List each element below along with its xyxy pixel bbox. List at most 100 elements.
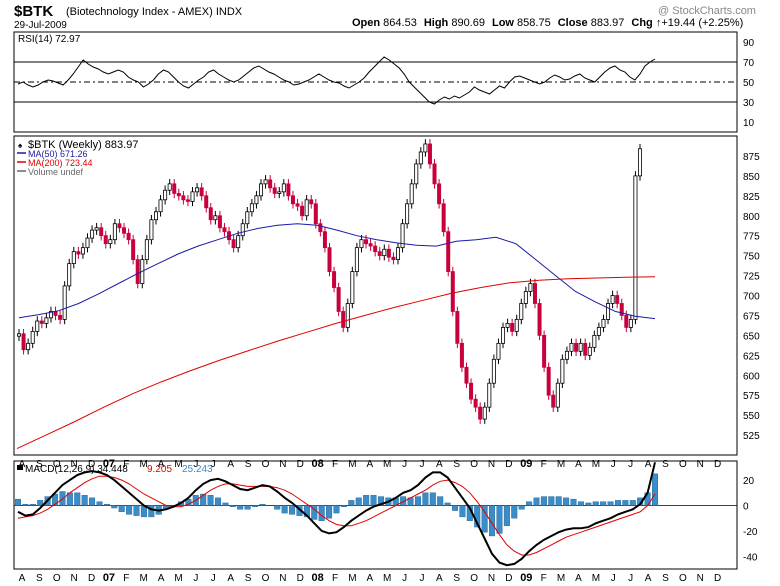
price-candle-down xyxy=(478,406,483,420)
price-candle-down xyxy=(272,187,277,194)
price-candle-down xyxy=(99,227,104,237)
x-tick-label-price: F xyxy=(332,459,338,470)
macd-histogram-bar xyxy=(585,502,592,506)
price-candle-down xyxy=(332,271,337,288)
x-tick-label-macd: M xyxy=(557,573,565,584)
rsi-tick-label: 90 xyxy=(743,38,755,49)
quote-value: 858.75 xyxy=(517,17,551,29)
price-candle-up xyxy=(418,151,423,165)
macd-tick-label: 0 xyxy=(743,501,749,512)
quote-value: 864.53 xyxy=(383,17,417,29)
price-candle-up xyxy=(354,247,359,272)
price-candle-down xyxy=(268,179,273,189)
macd-histogram-bar xyxy=(377,496,384,506)
x-tick-label-price: F xyxy=(541,459,547,470)
macd-histogram-bar xyxy=(311,505,318,520)
price-candle-down xyxy=(377,251,382,257)
quote-value: 883.97 xyxy=(590,17,625,29)
x-tick-label-price: O xyxy=(679,459,687,470)
x-tick-label-price: 09 xyxy=(520,458,532,470)
price-candle-down xyxy=(441,203,446,233)
x-tick-label-price: N xyxy=(279,459,286,470)
price-candle-down xyxy=(583,342,588,356)
x-tick-label-price: N xyxy=(71,459,78,470)
chart-icon: ♠ xyxy=(18,141,23,150)
price-candle-down xyxy=(204,195,209,209)
x-tick-label-macd: J xyxy=(402,573,407,584)
price-candle-down xyxy=(336,287,341,312)
x-tick-label-macd: S xyxy=(662,573,669,584)
x-tick-label-macd: O xyxy=(53,573,61,584)
x-tick-label-macd: A xyxy=(19,573,26,584)
macd-histogram-bar xyxy=(126,505,133,515)
price-candle-up xyxy=(153,211,158,221)
price-candle-up xyxy=(519,303,524,320)
macd-histogram-bar xyxy=(74,492,81,506)
x-tick-label-price: A xyxy=(366,459,373,470)
quote-bar: Open 864.53 High 890.69 Low 858.75 Close 88… xyxy=(352,17,750,29)
macd-histogram-bar xyxy=(222,502,229,506)
x-tick-label-macd: A xyxy=(645,573,652,584)
macd-histogram-bar xyxy=(274,505,281,510)
x-tick-label-macd: A xyxy=(575,573,582,584)
price-candle-up xyxy=(578,342,583,352)
macd-histogram-bar xyxy=(207,495,214,506)
price-candle-up xyxy=(606,303,611,320)
price-candle-down xyxy=(131,239,136,261)
price-candle-down xyxy=(574,342,579,352)
index-full-name: (Biotechnology Index - AMEX) xyxy=(66,6,213,18)
price-candle-down xyxy=(510,323,515,332)
x-tick-label-macd: D xyxy=(297,573,304,584)
macd-histogram-bar xyxy=(81,495,88,506)
price-candle-up xyxy=(414,163,419,185)
x-tick-label-macd: F xyxy=(332,573,338,584)
price-candle-down xyxy=(455,311,460,344)
price-legend-entry: $BTK (Weekly) 883.97 xyxy=(28,139,138,151)
x-tick-label-macd: J xyxy=(628,573,633,584)
price-candle-up xyxy=(236,235,241,249)
quote-label: Chg xyxy=(631,17,656,29)
x-tick-label-macd: N xyxy=(71,573,78,584)
price-candle-down xyxy=(222,227,227,233)
price-tick-label: 750 xyxy=(743,252,760,263)
price-candle-up xyxy=(304,199,309,217)
price-candle-down xyxy=(619,303,624,316)
price-candle-down xyxy=(318,223,323,233)
price-tick-label: 550 xyxy=(743,411,760,422)
price-tick-label: 850 xyxy=(743,172,760,183)
macd-histogram-bar xyxy=(489,505,496,537)
macd-histogram-bar xyxy=(400,496,407,506)
price-candle-up xyxy=(395,247,400,261)
macd-legend-entry: 9.205 xyxy=(147,464,172,475)
chart-date: 29-Jul-2009 xyxy=(14,20,67,31)
quote-label: Close xyxy=(557,17,591,29)
x-tick-label-price: O xyxy=(262,459,270,470)
panel-frame-macd xyxy=(13,460,738,570)
x-tick-label-macd: S xyxy=(36,573,43,584)
x-tick-label-macd: F xyxy=(541,573,547,584)
price-tick-label: 775 xyxy=(743,232,760,243)
macd-histogram-bar xyxy=(14,498,21,506)
x-tick-label-macd: M xyxy=(348,573,356,584)
x-tick-label-macd: A xyxy=(436,573,443,584)
price-candle-down xyxy=(208,207,213,221)
price-candle-up xyxy=(254,195,259,205)
x-tick-label-macd: N xyxy=(488,573,495,584)
macd-histogram-bar xyxy=(570,498,577,506)
macd-histogram-bar xyxy=(318,505,325,521)
x-tick-label-price: M xyxy=(557,459,565,470)
price-candle-up xyxy=(587,346,592,356)
price-tick-label: 800 xyxy=(743,212,760,223)
quote-low: Low 858.75 xyxy=(492,17,551,29)
price-candle-up xyxy=(345,303,350,328)
macd-histogram-bar xyxy=(444,502,451,506)
price-candle-down xyxy=(427,143,432,165)
quote-label: Open xyxy=(352,17,384,29)
x-tick-label-macd: D xyxy=(714,573,721,584)
x-tick-label-price: M xyxy=(174,459,182,470)
price-candle-down xyxy=(76,251,81,255)
price-candle-up xyxy=(80,247,85,255)
x-tick-label-macd: 09 xyxy=(520,572,532,584)
x-tick-label-macd: D xyxy=(88,573,95,584)
price-candle-up xyxy=(350,271,355,304)
